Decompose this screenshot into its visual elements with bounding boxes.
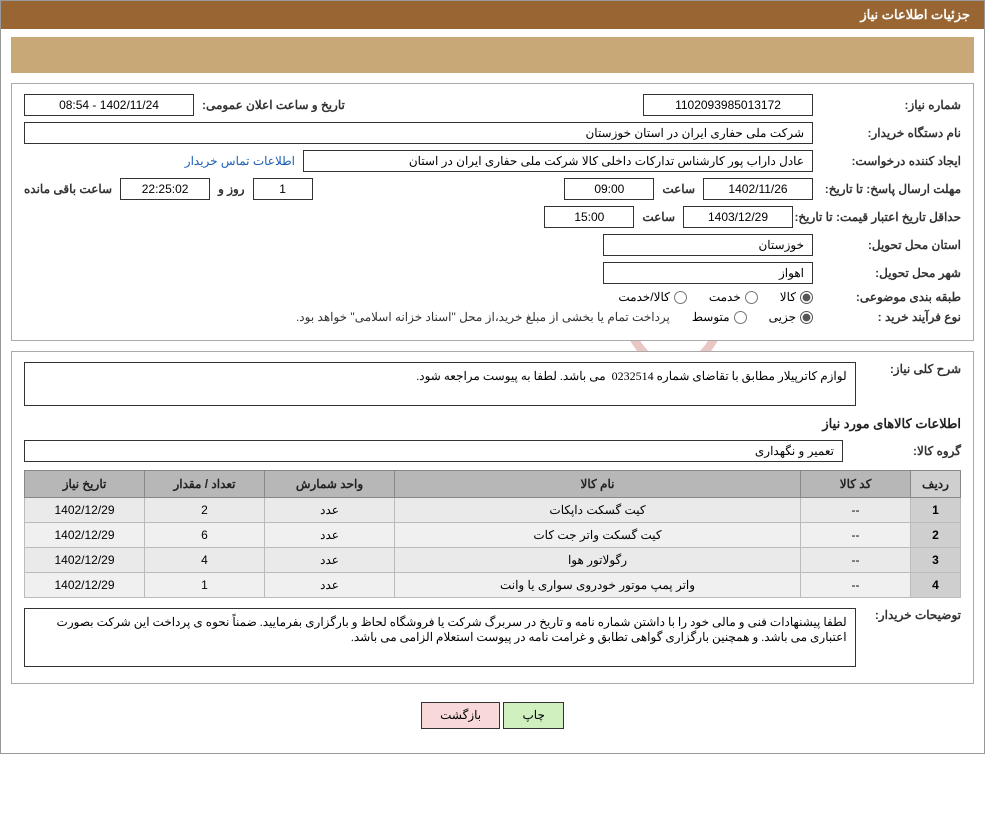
value-requester: عادل داراب پور کارشناس تدارکات داخلی کال…: [303, 150, 813, 172]
label-remaining: ساعت باقی مانده: [24, 182, 112, 196]
goods-info-title: اطلاعات کالاهای مورد نیاز: [24, 416, 961, 432]
label-overall-desc: شرح کلی نیاز:: [864, 362, 961, 376]
label-announce: تاریخ و ساعت اعلان عمومی:: [202, 98, 345, 112]
print-button[interactable]: چاپ: [503, 702, 563, 729]
back-button[interactable]: بازگشت: [421, 702, 500, 729]
radio-service-input[interactable]: [745, 291, 758, 304]
label-city: شهر محل تحویل:: [821, 266, 961, 280]
label-need-no: شماره نیاز:: [821, 98, 961, 112]
th-qty: تعداد / مقدار: [145, 471, 265, 498]
label-topic-class: طبقه بندی موضوعی:: [821, 290, 961, 304]
table-row: 3 -- رگولاتور هوا عدد 4 1402/12/29: [25, 548, 961, 573]
th-unit: واحد شمارش: [265, 471, 395, 498]
overall-desc-textarea[interactable]: [24, 362, 856, 406]
label-requester: ایجاد کننده درخواست:: [821, 154, 961, 168]
button-row: چاپ بازگشت: [1, 684, 984, 753]
goods-panel: شرح کلی نیاز: اطلاعات کالاهای مورد نیاز …: [11, 351, 974, 684]
value-buyer-org: شرکت ملی حفاری ایران در استان خوزستان: [24, 122, 813, 144]
th-date: تاریخ نیاز: [25, 471, 145, 498]
page-container: جزئیات اطلاعات نیاز AriaTender.net شماره…: [0, 0, 985, 754]
radio-both-input[interactable]: [674, 291, 687, 304]
radio-service[interactable]: خدمت: [709, 290, 758, 304]
value-time-left: 22:25:02: [120, 178, 210, 200]
table-row: 1 -- کیت گسکت داپکات عدد 2 1402/12/29: [25, 498, 961, 523]
label-time1: ساعت: [662, 182, 695, 196]
page-title: جزئیات اطلاعات نیاز: [860, 7, 970, 22]
title-bar: جزئیات اطلاعات نیاز: [1, 1, 984, 29]
buyer-notes-textarea[interactable]: [24, 608, 856, 667]
label-days-word: روز و: [218, 182, 245, 196]
label-goods-group: گروه کالا:: [851, 444, 961, 458]
decorative-strip: [11, 37, 974, 73]
value-price-date: 1403/12/29: [683, 206, 793, 228]
radio-partial-input[interactable]: [800, 311, 813, 324]
label-province: استان محل تحویل:: [821, 238, 961, 252]
purchase-note: پرداخت تمام یا بخشی از مبلغ خرید،از محل …: [296, 310, 670, 324]
radio-medium-input[interactable]: [734, 311, 747, 324]
value-days-left: 1: [253, 178, 313, 200]
contact-link[interactable]: اطلاعات تماس خریدار: [185, 154, 295, 168]
label-buyer-notes: توضیحات خریدار:: [864, 608, 961, 622]
value-province: خوزستان: [603, 234, 813, 256]
radio-both[interactable]: کالا/خدمت: [618, 290, 686, 304]
label-deadline-reply: مهلت ارسال پاسخ: تا تاریخ:: [821, 182, 961, 196]
label-time2: ساعت: [642, 210, 675, 224]
radio-goods[interactable]: کالا: [780, 290, 813, 304]
value-announce: 1402/11/24 - 08:54: [24, 94, 194, 116]
value-need-no: 1102093985013172: [643, 94, 813, 116]
table-row: 2 -- کیت گسکت واتر جت کات عدد 6 1402/12/…: [25, 523, 961, 548]
value-price-time: 15:00: [544, 206, 634, 228]
value-deadline-date: 1402/11/26: [703, 178, 813, 200]
th-idx: ردیف: [911, 471, 961, 498]
goods-table: ردیف کد کالا نام کالا واحد شمارش تعداد /…: [24, 470, 961, 598]
value-deadline-time: 09:00: [564, 178, 654, 200]
th-name: نام کالا: [395, 471, 801, 498]
radio-partial[interactable]: جزیی: [769, 310, 813, 324]
radio-medium[interactable]: متوسط: [692, 310, 747, 324]
th-code: کد کالا: [801, 471, 911, 498]
label-deadline-price: حداقل تاریخ اعتبار قیمت: تا تاریخ:: [801, 210, 961, 224]
table-row: 4 -- واتر پمپ موتور خودروی سواری یا وانت…: [25, 573, 961, 598]
radio-goods-input[interactable]: [800, 291, 813, 304]
value-city: اهواز: [603, 262, 813, 284]
value-goods-group: تعمیر و نگهداری: [24, 440, 843, 462]
label-buyer-org: نام دستگاه خریدار:: [821, 126, 961, 140]
label-purchase-type: نوع فرآیند خرید :: [821, 310, 961, 324]
details-panel: شماره نیاز: 1102093985013172 تاریخ و ساع…: [11, 83, 974, 341]
